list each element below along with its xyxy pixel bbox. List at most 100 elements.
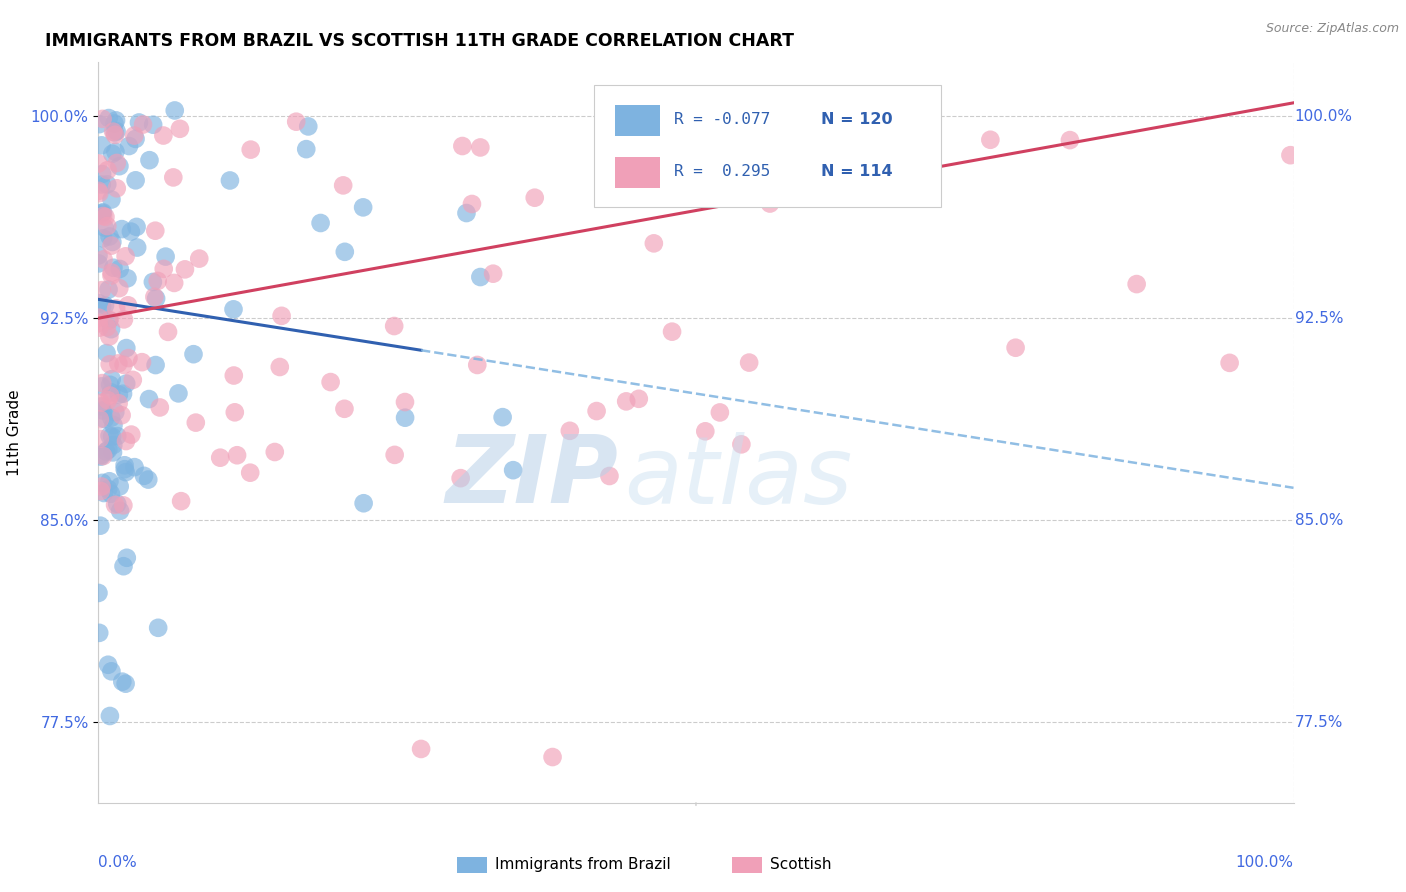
Text: 100.0%: 100.0% (1295, 109, 1353, 124)
Point (105, 301, 128, 316)
Point (112, 386, 135, 401)
Point (124, 460, 146, 475)
Text: 92.5%: 92.5% (1295, 310, 1343, 326)
Point (104, 128, 127, 142)
Point (285, 114, 308, 128)
Point (91, 112, 114, 126)
Point (114, 462, 136, 476)
Point (738, 355, 761, 369)
Point (98, 313, 121, 327)
Point (115, 376, 138, 391)
Point (456, 206, 478, 220)
Point (93, 252, 115, 267)
Point (101, 235, 124, 249)
Point (115, 550, 138, 565)
Point (162, 170, 184, 185)
Point (239, 143, 262, 157)
Point (100, 665, 122, 679)
Point (152, 261, 174, 276)
Point (145, 358, 167, 372)
Point (627, 392, 650, 406)
Point (142, 118, 165, 132)
Point (115, 434, 138, 448)
FancyBboxPatch shape (595, 85, 941, 207)
Point (107, 356, 129, 370)
Text: 0.0%: 0.0% (98, 855, 138, 870)
Point (167, 386, 190, 401)
Point (87, 184, 110, 198)
Point (131, 355, 153, 369)
Point (104, 405, 127, 419)
Text: IMMIGRANTS FROM BRAZIL VS SCOTTISH 11TH GRADE CORRELATION CHART: IMMIGRANTS FROM BRAZIL VS SCOTTISH 11TH … (45, 32, 793, 50)
Point (394, 395, 416, 409)
Text: Scottish: Scottish (770, 857, 831, 872)
Point (90, 208, 112, 222)
Point (97, 442, 120, 457)
Point (97, 657, 120, 672)
Point (97, 111, 120, 125)
Point (112, 559, 135, 574)
Point (98, 388, 121, 402)
Point (157, 325, 180, 339)
Point (100, 322, 122, 336)
Point (90, 395, 112, 409)
Point (1125, 277, 1147, 291)
Point (184, 416, 207, 430)
Point (96, 178, 118, 192)
Text: atlas: atlas (624, 432, 852, 523)
Point (333, 244, 356, 259)
Point (91, 167, 114, 181)
Point (91, 376, 114, 390)
Point (94, 210, 117, 224)
Text: 77.5%: 77.5% (1295, 714, 1343, 730)
Point (598, 469, 620, 483)
Point (105, 429, 128, 443)
Point (461, 197, 484, 211)
Text: 100.0%: 100.0% (1236, 855, 1294, 870)
Point (352, 200, 374, 214)
Point (105, 156, 128, 170)
Point (98, 429, 121, 443)
Point (108, 281, 131, 295)
Point (661, 325, 683, 339)
Point (709, 405, 731, 419)
Point (482, 267, 505, 281)
Point (93, 220, 115, 235)
Point (114, 458, 136, 473)
Point (98, 475, 121, 489)
Point (333, 401, 356, 416)
Point (295, 142, 318, 156)
Point (111, 222, 134, 236)
Point (149, 401, 172, 415)
Bar (614, 105, 661, 136)
Point (127, 241, 149, 255)
Point (104, 126, 127, 140)
Point (91, 475, 114, 490)
Point (142, 275, 165, 289)
Point (91, 209, 114, 223)
Point (98, 229, 121, 244)
Point (465, 358, 488, 372)
Text: N = 120: N = 120 (821, 112, 893, 127)
Point (101, 146, 124, 161)
Point (89, 412, 111, 426)
Point (614, 394, 637, 409)
Point (108, 387, 131, 401)
Point (163, 276, 186, 290)
Point (103, 116, 125, 130)
Point (332, 178, 354, 193)
Point (111, 409, 134, 423)
Point (170, 494, 193, 508)
Point (90, 138, 112, 153)
Point (451, 139, 474, 153)
Bar (733, 857, 762, 873)
Point (89, 320, 111, 334)
Point (96, 219, 118, 233)
Point (105, 497, 128, 511)
Point (114, 676, 136, 690)
Y-axis label: 11th Grade: 11th Grade (7, 389, 22, 476)
Point (94, 444, 117, 458)
Point (120, 225, 142, 239)
Point (169, 121, 191, 136)
Point (104, 498, 127, 512)
